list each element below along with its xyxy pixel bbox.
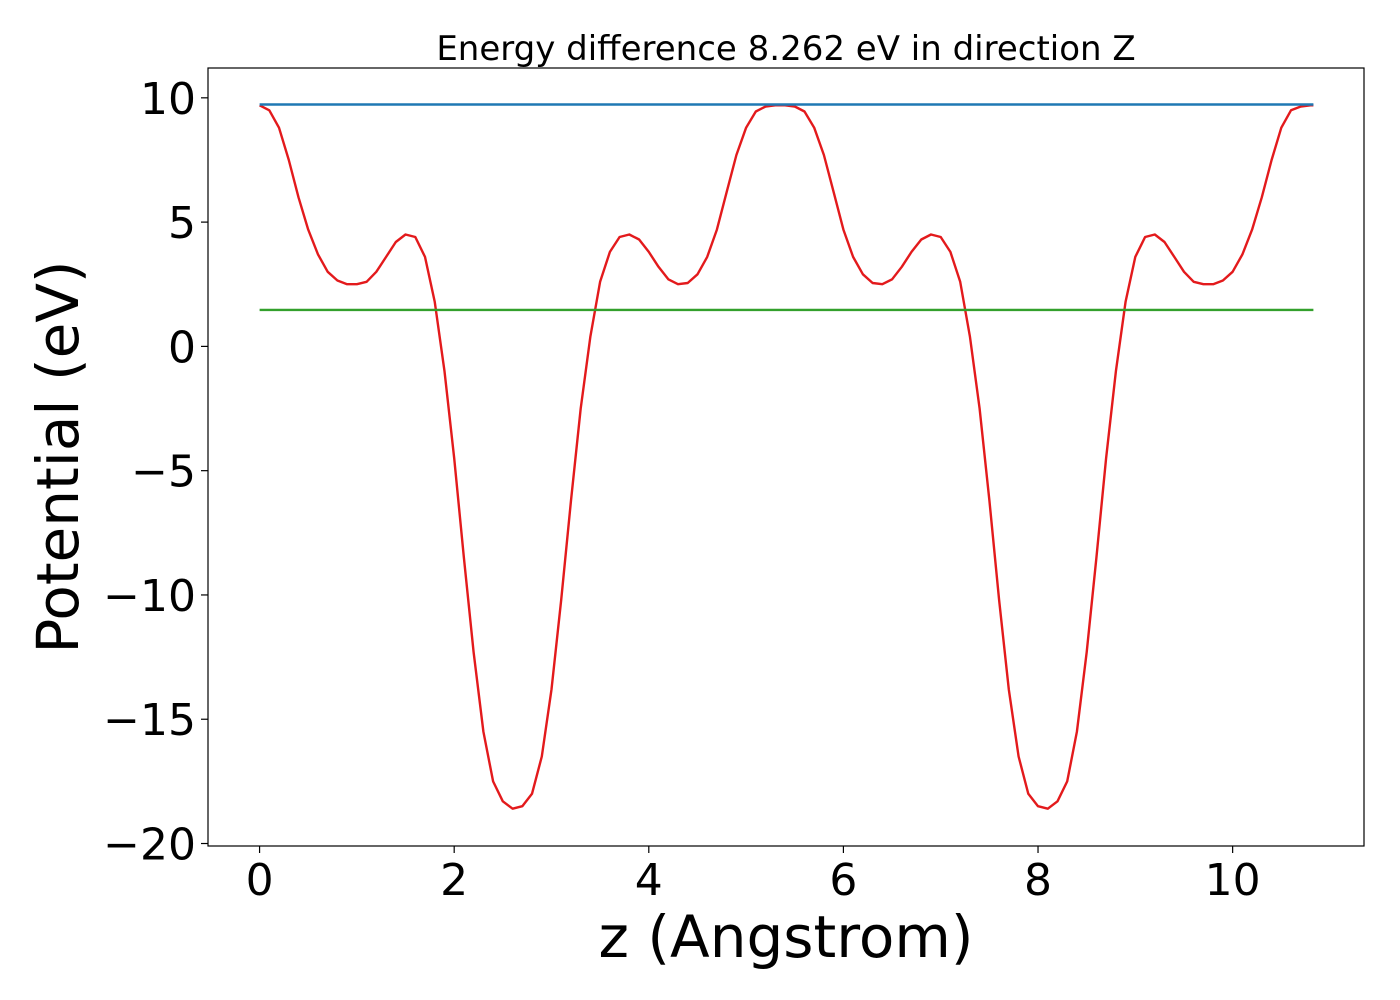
x-tick-label: 8 [1024, 855, 1052, 906]
plot-frame [207, 67, 1365, 847]
series-line-0 [259, 104, 1314, 810]
y-tick-label: −15 [103, 695, 196, 746]
x-tick-label: 4 [635, 855, 663, 906]
y-tick-label: 10 [140, 74, 196, 125]
x-tick-label: 2 [440, 855, 468, 906]
y-tick-label: −10 [103, 571, 196, 622]
chart-title: Energy difference 8.262 eV in direction … [436, 29, 1135, 69]
x-tick-label: 10 [1205, 855, 1261, 906]
x-tick-label: 0 [246, 855, 274, 906]
y-axis-label: Potential (eV) [24, 260, 92, 653]
y-axis-ticks: 10 5 0 −5 −10 −15 −20 [103, 74, 208, 871]
y-tick-label: −20 [103, 820, 196, 871]
x-axis-ticks: 0 2 4 6 8 10 [246, 846, 1261, 906]
y-tick-label: 0 [168, 322, 196, 373]
x-axis-label: z (Angstrom) [599, 903, 974, 971]
series-layer [259, 103, 1314, 810]
y-tick-label: 5 [168, 198, 196, 249]
y-tick-label: −5 [131, 447, 196, 498]
x-tick-label: 6 [829, 855, 857, 906]
